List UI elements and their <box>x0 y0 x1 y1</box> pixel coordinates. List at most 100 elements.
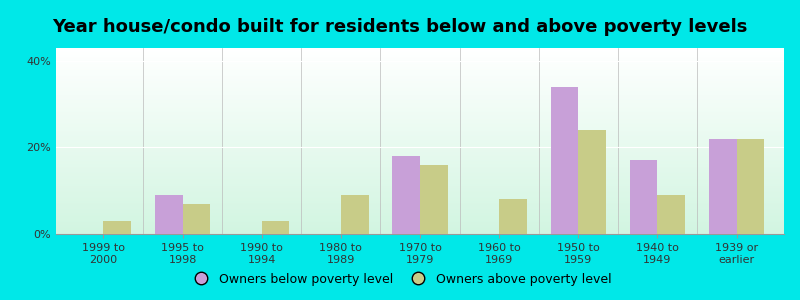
Bar <box>56 151 784 152</box>
Bar <box>56 219 784 220</box>
Bar <box>56 75 784 76</box>
Bar <box>56 211 784 212</box>
Bar <box>56 113 784 114</box>
Bar <box>56 107 784 108</box>
Bar <box>630 160 658 234</box>
Bar <box>56 150 784 151</box>
Bar <box>56 126 784 127</box>
Bar <box>56 231 784 232</box>
Bar <box>56 230 784 231</box>
Bar <box>56 215 784 216</box>
Bar <box>56 111 784 112</box>
Bar <box>182 204 210 234</box>
Bar <box>56 179 784 180</box>
Bar <box>155 195 182 234</box>
Bar <box>56 127 784 128</box>
Bar <box>56 100 784 101</box>
Bar <box>56 117 784 118</box>
Bar <box>56 181 784 182</box>
Bar <box>56 114 784 115</box>
Bar <box>56 195 784 196</box>
Bar <box>56 49 784 50</box>
Bar <box>56 78 784 79</box>
Bar <box>56 182 784 183</box>
Bar <box>56 165 784 166</box>
Bar <box>56 206 784 207</box>
Bar <box>56 62 784 63</box>
Bar <box>56 131 784 132</box>
Bar <box>56 130 784 131</box>
Bar <box>56 194 784 195</box>
Bar <box>56 69 784 70</box>
Bar <box>56 85 784 86</box>
Bar <box>56 164 784 165</box>
Bar <box>56 108 784 110</box>
Bar <box>56 118 784 119</box>
Bar <box>56 202 784 203</box>
Bar <box>550 87 578 234</box>
Bar <box>56 221 784 222</box>
Bar <box>56 177 784 178</box>
Bar <box>56 90 784 91</box>
Bar <box>56 163 784 164</box>
Bar <box>56 133 784 134</box>
Bar <box>56 148 784 149</box>
Bar <box>56 103 784 104</box>
Bar <box>56 70 784 71</box>
Bar <box>56 92 784 93</box>
Bar <box>56 185 784 186</box>
Bar <box>56 97 784 98</box>
Bar <box>56 232 784 233</box>
Legend: Owners below poverty level, Owners above poverty level: Owners below poverty level, Owners above… <box>184 268 616 291</box>
Bar <box>56 144 784 145</box>
Bar <box>56 178 784 179</box>
Bar <box>56 95 784 96</box>
Bar <box>56 55 784 56</box>
Bar <box>56 228 784 229</box>
Bar <box>56 60 784 61</box>
Bar <box>56 101 784 102</box>
Bar <box>56 143 784 144</box>
Bar <box>56 189 784 190</box>
Bar <box>56 116 784 117</box>
Bar <box>56 50 784 51</box>
Bar <box>56 96 784 97</box>
Bar <box>56 170 784 171</box>
Bar <box>56 156 784 157</box>
Bar <box>56 210 784 211</box>
Bar <box>56 224 784 225</box>
Bar <box>56 223 784 224</box>
Bar <box>56 171 784 172</box>
Bar <box>56 102 784 103</box>
Bar <box>56 160 784 161</box>
Bar <box>56 106 784 107</box>
Bar <box>56 98 784 99</box>
Bar <box>56 153 784 154</box>
Bar <box>56 180 784 181</box>
Bar <box>56 140 784 141</box>
Bar <box>56 214 784 215</box>
Bar <box>56 112 784 113</box>
Bar <box>56 145 784 146</box>
Bar <box>56 138 784 139</box>
Bar <box>56 227 784 228</box>
Bar <box>262 221 290 234</box>
Bar <box>56 61 784 62</box>
Bar <box>56 136 784 137</box>
Bar <box>56 167 784 168</box>
Bar <box>56 105 784 106</box>
Bar <box>56 209 784 210</box>
Bar <box>56 141 784 142</box>
Bar <box>56 162 784 163</box>
Bar <box>56 128 784 129</box>
Bar <box>56 184 784 185</box>
Bar <box>56 137 784 138</box>
Bar <box>56 203 784 204</box>
Bar <box>420 165 448 234</box>
Bar <box>341 195 369 234</box>
Bar <box>56 193 784 194</box>
Bar <box>56 72 784 73</box>
Bar <box>56 208 784 209</box>
Bar <box>56 59 784 60</box>
Bar <box>56 121 784 122</box>
